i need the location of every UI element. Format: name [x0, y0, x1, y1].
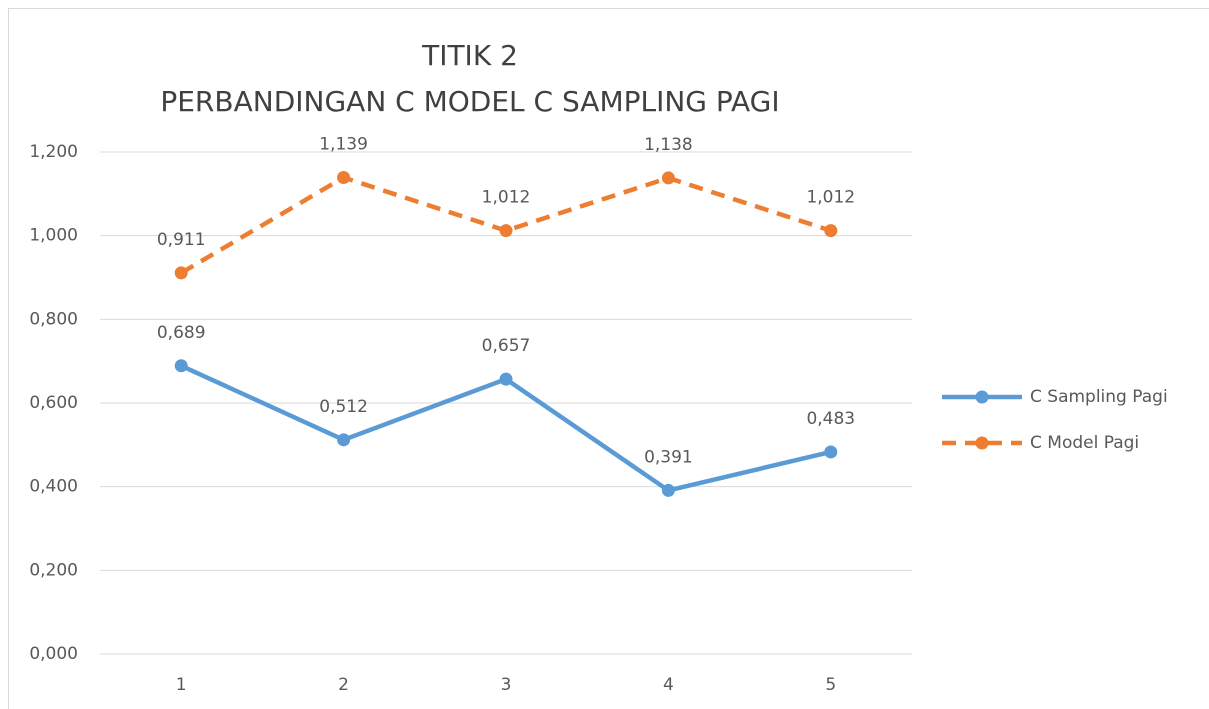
legend-label: C Sampling Pagi [1030, 387, 1168, 407]
data-label: 0,911 [157, 230, 206, 250]
marker [499, 224, 513, 238]
marker [337, 433, 351, 447]
y-tick-label: 1,000 [29, 226, 78, 246]
marker [174, 266, 188, 280]
marker [337, 171, 351, 185]
y-tick-label: 1,200 [29, 142, 78, 162]
marker [661, 483, 675, 497]
data-label: 1,138 [644, 135, 693, 155]
y-tick-label: 0,000 [29, 644, 78, 664]
y-tick-label: 0,400 [29, 477, 78, 497]
y-tick-label: 0,200 [29, 560, 78, 580]
legend-marker [975, 390, 989, 404]
x-tick-label: 5 [825, 675, 836, 695]
marker [174, 359, 188, 373]
marker [661, 171, 675, 185]
legend-marker [975, 436, 989, 450]
y-tick-label: 0,600 [29, 393, 78, 413]
data-label: 0,483 [806, 409, 855, 429]
data-label: 1,012 [806, 188, 855, 208]
marker [824, 445, 838, 459]
data-label: 0,657 [482, 336, 531, 356]
data-label: 1,012 [482, 188, 531, 208]
chart-subtitle: PERBANDINGAN C MODEL C SAMPLING PAGI [160, 85, 779, 118]
data-label: 0,689 [157, 323, 206, 343]
marker [499, 372, 513, 386]
data-label: 0,391 [644, 447, 693, 467]
y-tick-label: 0,800 [29, 309, 78, 329]
x-tick-label: 4 [663, 675, 674, 695]
x-tick-label: 1 [176, 675, 187, 695]
data-label: 0,512 [319, 397, 368, 417]
legend-label: C Model Pagi [1030, 433, 1139, 453]
x-tick-label: 2 [338, 675, 349, 695]
chart-title: TITIK 2 [421, 39, 518, 72]
line [180, 175, 832, 275]
marker [824, 224, 838, 238]
data-label: 1,139 [319, 135, 368, 155]
chart-border [8, 8, 1209, 709]
x-tick-label: 3 [501, 675, 512, 695]
